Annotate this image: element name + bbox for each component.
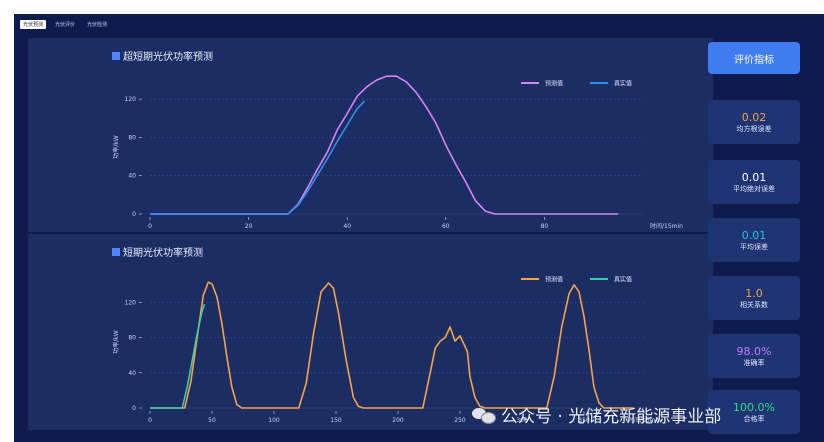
- metric-value: 1.0: [745, 286, 763, 300]
- metric-value: 0.02: [741, 110, 767, 124]
- x-tick-label: 20: [245, 223, 253, 230]
- x-tick-label: 200: [392, 417, 404, 424]
- wechat-icon: [472, 406, 496, 424]
- tab-detection[interactable]: 光伏检测: [87, 22, 108, 28]
- metric-card-pass-rate: 100.0% 合格率: [708, 390, 800, 434]
- y-axis-label: 功率/kW: [112, 330, 120, 353]
- x-tick-label: 150: [330, 417, 342, 424]
- y-tick-label: 40: [128, 370, 136, 377]
- metric-value: 0.01: [741, 170, 767, 184]
- metric-label: 相关系数: [740, 300, 768, 309]
- metric-card-mean-error: 0.01 平均误差: [708, 218, 800, 262]
- evaluation-metrics-button[interactable]: 评价指标: [708, 42, 800, 74]
- y-tick-label: 40: [128, 173, 136, 180]
- chart-title-text: 短期光伏功率预测: [123, 248, 203, 259]
- x-tick-label: 250: [454, 417, 466, 424]
- metric-label: 合格率: [743, 414, 765, 423]
- chart-title: 短期光伏功率预测: [112, 244, 203, 259]
- metric-label: 平均误差: [740, 242, 768, 251]
- series-line-真实值: [150, 100, 366, 215]
- metric-value: 100.0%: [733, 400, 775, 414]
- ultra-short-forecast-chart: 0 40 80 120 0 20 40 60 80 时间/15min 功率/kW 预测值 真实值: [112, 75, 683, 230]
- metric-card-mae: 0.01 平均绝对误差: [708, 160, 800, 204]
- metric-value: 98.0%: [736, 344, 772, 358]
- x-tick-label: 300: [516, 417, 528, 424]
- x-axis-label: 时间/15min: [628, 416, 661, 424]
- x-axis-label: 时间/15min: [650, 222, 683, 230]
- chart-title: 超短期光伏功率预测: [112, 48, 213, 63]
- series-line-预测值: [150, 281, 634, 409]
- legend-label: 真实值: [614, 276, 632, 284]
- y-tick-label: 0: [132, 211, 136, 218]
- y-axis-label: 功率/kW: [112, 135, 120, 158]
- tab-bar: 光伏预测 光伏评价 光伏检测: [20, 20, 110, 29]
- short-forecast-chart: 0 40 80 120 0 50 100 150 200 250 300 350 时间/15min 功率/…: [112, 276, 661, 425]
- legend-label: 真实值: [614, 80, 632, 88]
- wechat-watermark: 公众号 · 光储充新能源事业部: [472, 402, 721, 427]
- x-tick-label: 40: [343, 223, 351, 230]
- series-line-预测值: [150, 75, 619, 215]
- x-tick-label: 0: [148, 223, 152, 230]
- x-tick-label: 80: [541, 223, 549, 230]
- x-tick-label: 0: [148, 417, 152, 424]
- tab-evaluation[interactable]: 光伏评价: [55, 22, 76, 28]
- series-line-真实值: [150, 303, 206, 409]
- metric-card-rmse: 0.02 均方根误差: [708, 100, 800, 144]
- metric-label: 准确率: [743, 358, 765, 367]
- x-tick-label: 100: [268, 417, 280, 424]
- metric-card-accuracy: 98.0% 准确率: [708, 334, 800, 378]
- watermark-text: 公众号 · 光储充新能源事业部: [501, 407, 722, 427]
- y-tick-label: 120: [125, 96, 137, 103]
- metric-label: 平均绝对误差: [733, 184, 775, 193]
- metric-value: 0.01: [741, 228, 767, 242]
- y-tick-label: 120: [125, 299, 137, 306]
- title-marker-icon: [112, 51, 120, 60]
- app-window: 光伏预测 光伏评价 光伏检测 0 40 80 120 0 20 40 60 80 时间/15min…: [14, 14, 824, 442]
- x-tick-label: 50: [208, 417, 216, 424]
- chart-title-text: 超短期光伏功率预测: [123, 52, 213, 63]
- legend-label: 预测值: [545, 80, 563, 88]
- legend-label: 预测值: [545, 276, 563, 284]
- x-tick-label: 60: [442, 223, 450, 230]
- tab-forecast[interactable]: 光伏预测: [20, 20, 47, 29]
- y-tick-label: 0: [132, 405, 136, 412]
- metric-label: 均方根误差: [736, 124, 772, 133]
- short-forecast-panel: 0 40 80 120 0 50 100 150 200 250 300 350 时间/15min 功率/…: [28, 234, 713, 430]
- x-tick-label: 350: [578, 417, 590, 424]
- ultra-short-forecast-panel: 0 40 80 120 0 20 40 60 80 时间/15min 功率/kW 预测值 真实值 超短期…: [28, 38, 713, 232]
- title-marker-icon: [112, 247, 120, 256]
- y-tick-label: 80: [128, 134, 136, 141]
- y-tick-label: 80: [128, 335, 136, 342]
- metric-card-correlation: 1.0 相关系数: [708, 276, 800, 320]
